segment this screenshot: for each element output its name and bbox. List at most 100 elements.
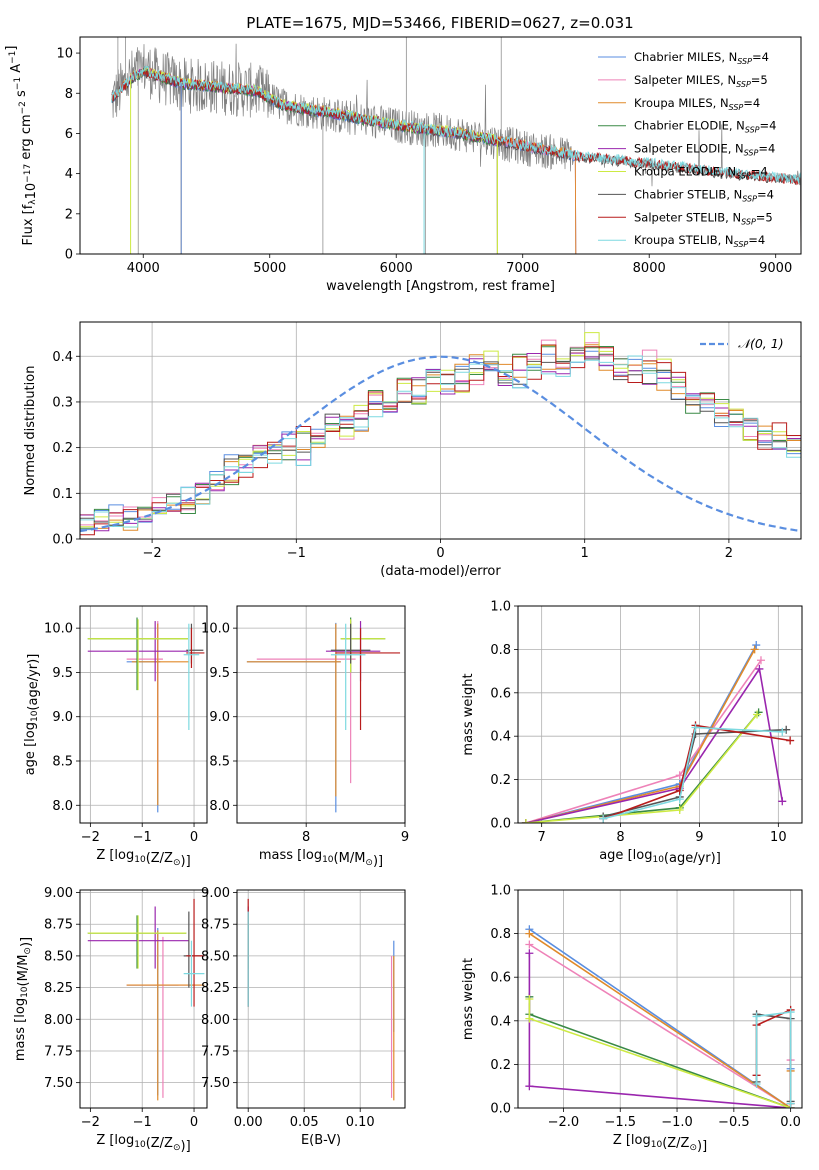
data-point xyxy=(335,628,401,730)
mass-vs-ebv-plot-area xyxy=(247,898,395,1101)
y-tick-label: 9.00 xyxy=(44,886,73,901)
x-tick-label: 8 xyxy=(302,830,310,845)
y-axis-label: Flux [fλ10−17 erg cm−2 s−1 A−1] xyxy=(4,46,39,246)
y-axis-label: Normed distribution xyxy=(23,366,38,496)
y-tick-label: 9.0 xyxy=(209,710,230,725)
residuals-frame xyxy=(79,321,802,540)
model-line xyxy=(111,65,801,254)
age-vs-mass-plot-area xyxy=(246,617,401,813)
x-axis-label: Z [log10(Z/Z⊙)] xyxy=(96,848,190,869)
legend-label: Chabrier MILES, NSSP=4 xyxy=(634,50,769,66)
legend-label: Salpeter ELODIE, NSSP=4 xyxy=(634,142,775,158)
series-line xyxy=(755,1011,792,1104)
panel-weight-vs-age: 7 8 9 10 0.0 0.2 0.4 0.6 0.8 1.0 age [log10(age/yr… xyxy=(461,600,803,866)
y-tick-label: 7.50 xyxy=(201,1076,230,1091)
x-tick-label: 4000 xyxy=(127,261,160,276)
y-tick-label: 0.3 xyxy=(52,395,73,410)
series-marker xyxy=(752,1080,761,1089)
y-tick-label: 0.0 xyxy=(52,533,73,548)
y-tick-label: 8.0 xyxy=(52,799,73,814)
y-tick-label: 0.2 xyxy=(490,773,511,788)
data-point xyxy=(87,619,188,691)
data-point xyxy=(183,940,205,1007)
series-line xyxy=(603,726,783,820)
x-tick-label: −1 xyxy=(287,546,306,561)
age-vs-Z-grid xyxy=(80,606,207,823)
age-vs-Z-ticks: −2 −1 0 8.0 8.5 9.0 9.5 10.0 xyxy=(44,622,198,845)
weight-vs-Z-ticks: −2.0 −1.5 −1.0 −0.5 0.0 0.0 0.2 0.4 0.6 0.8 1.0 xyxy=(490,884,801,1131)
y-tick-label: 10.0 xyxy=(44,622,73,637)
legend-label: Salpeter STELIB, NSSP=5 xyxy=(634,210,773,226)
model-line xyxy=(111,67,577,254)
figure-title: PLATE=1675, MJD=53466, FIBERID=0627, z=0… xyxy=(246,14,633,32)
x-tick-label: 0.0 xyxy=(780,1115,801,1130)
y-tick-label: 0.2 xyxy=(490,1058,511,1073)
y-tick-label: 9.0 xyxy=(52,710,73,725)
age-vs-mass-frame xyxy=(236,605,406,824)
y-tick-label: 8.50 xyxy=(44,949,73,964)
weight-vs-Z-frame xyxy=(517,889,803,1109)
weight-vs-age-ticks: 7 8 9 10 0.0 0.2 0.4 0.6 0.8 1.0 xyxy=(490,600,786,846)
x-axis-label: age [log10(age/yr)] xyxy=(599,848,721,866)
series-marker xyxy=(525,1082,534,1091)
y-tick-label: 0.8 xyxy=(490,927,511,942)
y-tick-label: 0.6 xyxy=(490,971,511,986)
panel-age-vs-Z: −2 −1 0 8.0 8.5 9.0 9.5 10.0 Z [log10(Z/Z⊙)] age … xyxy=(23,605,208,869)
data-point xyxy=(330,623,366,730)
y-tick-label: 0.1 xyxy=(52,487,73,502)
y-tick-label: 0.0 xyxy=(490,817,511,832)
y-tick-label: 4 xyxy=(65,167,73,182)
x-tick-label: 5000 xyxy=(253,261,286,276)
y-tick-label: 10 xyxy=(56,47,73,62)
y-tick-label: 0.4 xyxy=(490,1014,511,1029)
spectrum-plot-area xyxy=(111,37,801,254)
residuals-plot-area xyxy=(80,332,801,536)
data-point xyxy=(131,623,189,806)
x-tick-label: 6000 xyxy=(380,261,413,276)
series-marker xyxy=(525,929,534,938)
weight-vs-Z-plot-area xyxy=(525,925,795,1108)
age-vs-mass-ticks: 8 9 8.0 8.5 9.0 9.5 10.0 xyxy=(201,622,409,845)
series-marker xyxy=(525,940,534,949)
x-axis-label: Z [log10(Z/Z⊙)] xyxy=(96,1133,190,1154)
x-tick-label: −2 xyxy=(81,1115,100,1130)
x-tick-label: −2 xyxy=(81,830,100,845)
y-tick-label: 8.5 xyxy=(209,755,230,770)
data-point xyxy=(186,898,205,1007)
y-tick-label: 0.8 xyxy=(490,643,511,658)
legend-label: Salpeter MILES, NSSP=5 xyxy=(634,73,768,89)
x-tick-label: 0.00 xyxy=(234,1115,263,1130)
mass-vs-ebv-grid xyxy=(237,890,405,1108)
y-tick-label: 0.0 xyxy=(490,1102,511,1117)
x-tick-label: 0.05 xyxy=(290,1115,319,1130)
y-tick-label: 6 xyxy=(65,127,73,142)
series-marker xyxy=(753,710,762,719)
y-tick-label: 8.25 xyxy=(201,981,230,996)
legend-label: Kroupa ELODIE, NSSP=4 xyxy=(634,165,768,181)
x-tick-label: 8000 xyxy=(633,261,666,276)
spectrum-ticks: 4000 5000 6000 7000 8000 9000 0 2 4 6 8 10 xyxy=(56,47,792,276)
series-marker xyxy=(525,949,534,958)
x-tick-label: 10 xyxy=(770,830,787,845)
series-marker xyxy=(778,797,787,806)
panel-mass-vs-ebv: 0.00 0.05 0.10 7.50 7.75 8.00 8.25 8.50 8.75 9.00… xyxy=(201,886,406,1148)
y-tick-label: 8.25 xyxy=(44,981,73,996)
y-tick-label: 8.5 xyxy=(52,755,73,770)
x-axis-label: (data-model)/error xyxy=(380,564,501,579)
series-marker xyxy=(691,723,700,732)
x-axis-label: E(B-V) xyxy=(301,1133,341,1148)
x-tick-label: 0 xyxy=(190,1115,198,1130)
y-tick-label: 10.0 xyxy=(201,622,230,637)
x-axis-label: wavelength [Angstrom, rest frame] xyxy=(326,279,555,294)
y-tick-label: 9.00 xyxy=(201,886,230,901)
series-marker xyxy=(756,656,765,665)
series-marker xyxy=(752,1012,761,1021)
y-tick-label: 2 xyxy=(65,207,73,222)
series-marker xyxy=(675,771,684,780)
y-tick-label: 0.6 xyxy=(490,686,511,701)
y-tick-label: 0.4 xyxy=(490,730,511,745)
legend-label: Kroupa STELIB, NSSP=4 xyxy=(634,233,765,249)
spectrum-legend: Chabrier MILES, NSSP=4 Salpeter MILES, NS… xyxy=(598,50,776,249)
x-tick-label: 1 xyxy=(581,546,589,561)
